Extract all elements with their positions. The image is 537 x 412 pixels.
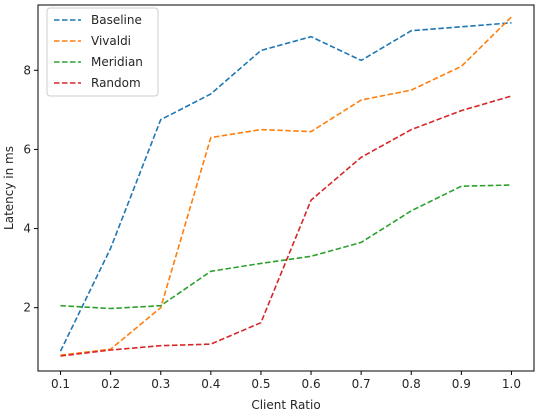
legend-label-meridian: Meridian bbox=[91, 55, 143, 69]
x-tick-label: 0.5 bbox=[251, 377, 270, 391]
x-axis-label: Client Ratio bbox=[251, 398, 320, 412]
y-axis-label: Latency in ms bbox=[2, 146, 16, 230]
legend-box bbox=[46, 7, 159, 97]
x-tick-label: 0.6 bbox=[302, 377, 321, 391]
x-tick-label: 0.3 bbox=[151, 377, 170, 391]
y-axis-ticks: 2 4 6 8 bbox=[23, 63, 38, 315]
x-tick-label: 0.9 bbox=[452, 377, 471, 391]
legend-label-baseline: Baseline bbox=[91, 13, 142, 27]
x-tick-label: 1.0 bbox=[502, 377, 521, 391]
y-tick-label: 2 bbox=[23, 301, 31, 315]
x-tick-label: 0.2 bbox=[101, 377, 120, 391]
series-layer bbox=[59, 16, 513, 357]
x-axis-ticks: 0.1 0.2 0.3 0.4 0.5 0.6 0.7 0.8 0.9 1.0 bbox=[51, 371, 521, 391]
legend-label-random: Random bbox=[91, 76, 141, 90]
plot-area bbox=[37, 4, 535, 372]
series-line-random bbox=[60, 95, 512, 357]
legend-label-vivaldi: Vivaldi bbox=[91, 34, 131, 48]
series-line-baseline bbox=[59, 22, 512, 352]
y-tick-label: 6 bbox=[23, 142, 31, 156]
series-line-vivaldi bbox=[60, 16, 513, 356]
y-tick-label: 8 bbox=[23, 63, 31, 77]
x-tick-label: 0.7 bbox=[352, 377, 371, 391]
y-tick-label: 4 bbox=[23, 222, 31, 236]
x-tick-label: 0.8 bbox=[402, 377, 421, 391]
legend: Baseline Vivaldi Meridian Random bbox=[46, 7, 159, 97]
x-tick-label: 0.4 bbox=[201, 377, 220, 391]
x-tick-label: 0.1 bbox=[51, 377, 70, 391]
